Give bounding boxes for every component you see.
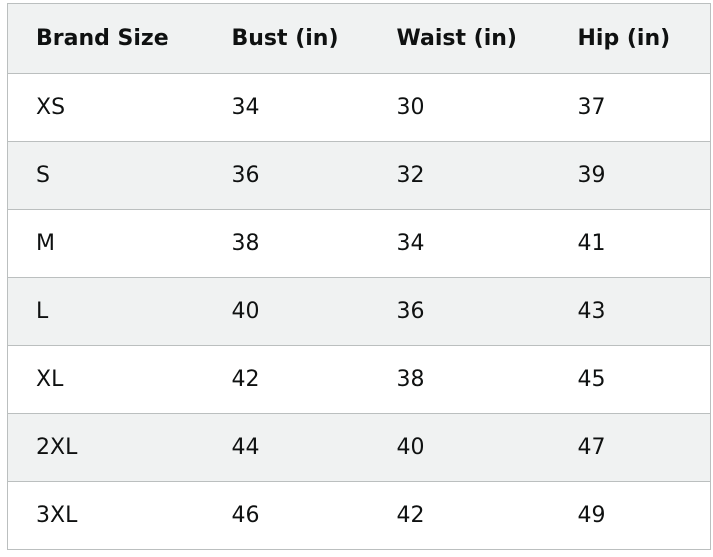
- table-cell: S: [7, 141, 204, 210]
- table-cell: 36: [203, 141, 369, 210]
- table-cell: 38: [203, 209, 369, 278]
- table-cell: 47: [549, 413, 711, 482]
- table-row: XS 34 30 37: [7, 73, 711, 142]
- table-cell: 34: [368, 209, 550, 278]
- header-cell: Hip (in): [549, 3, 711, 74]
- table-cell: XL: [7, 345, 204, 414]
- table-row: M 38 34 41: [7, 209, 711, 278]
- table-cell: 46: [203, 481, 369, 550]
- table-cell: 34: [203, 73, 369, 142]
- table-cell: 37: [549, 73, 711, 142]
- table-cell: 3XL: [7, 481, 204, 550]
- table-row: 3XL 46 42 49: [7, 481, 711, 550]
- table-cell: 38: [368, 345, 550, 414]
- header-cell: Bust (in): [203, 3, 369, 74]
- table-row: 2XL 44 40 47: [7, 413, 711, 482]
- table-body: XS 34 30 37 S 36 32 39 M 38 34 41 L 40 36 43 XL 42 38 45 2XL…: [7, 73, 711, 550]
- table-cell: 40: [368, 413, 550, 482]
- table-cell: 42: [368, 481, 550, 550]
- table-cell: 43: [549, 277, 711, 346]
- table-cell: 36: [368, 277, 550, 346]
- table-cell: 49: [549, 481, 711, 550]
- table-cell: XS: [7, 73, 204, 142]
- header-cell: Brand Size: [7, 3, 204, 74]
- table-cell: 39: [549, 141, 711, 210]
- table-cell: 30: [368, 73, 550, 142]
- size-table: Brand Size Bust (in) Waist (in) Hip (in) XS…: [7, 3, 711, 550]
- table-cell: 40: [203, 277, 369, 346]
- table-row: L 40 36 43: [7, 277, 711, 346]
- table-cell: 45: [549, 345, 711, 414]
- table-cell: L: [7, 277, 204, 346]
- table-cell: 32: [368, 141, 550, 210]
- table-row: S 36 32 39: [7, 141, 711, 210]
- table-cell: 41: [549, 209, 711, 278]
- table-cell: 42: [203, 345, 369, 414]
- table-row: XL 42 38 45: [7, 345, 711, 414]
- table-cell: M: [7, 209, 204, 278]
- header-cell: Waist (in): [368, 3, 550, 74]
- header-row: Brand Size Bust (in) Waist (in) Hip (in): [7, 3, 711, 74]
- table-cell: 2XL: [7, 413, 204, 482]
- table-cell: 44: [203, 413, 369, 482]
